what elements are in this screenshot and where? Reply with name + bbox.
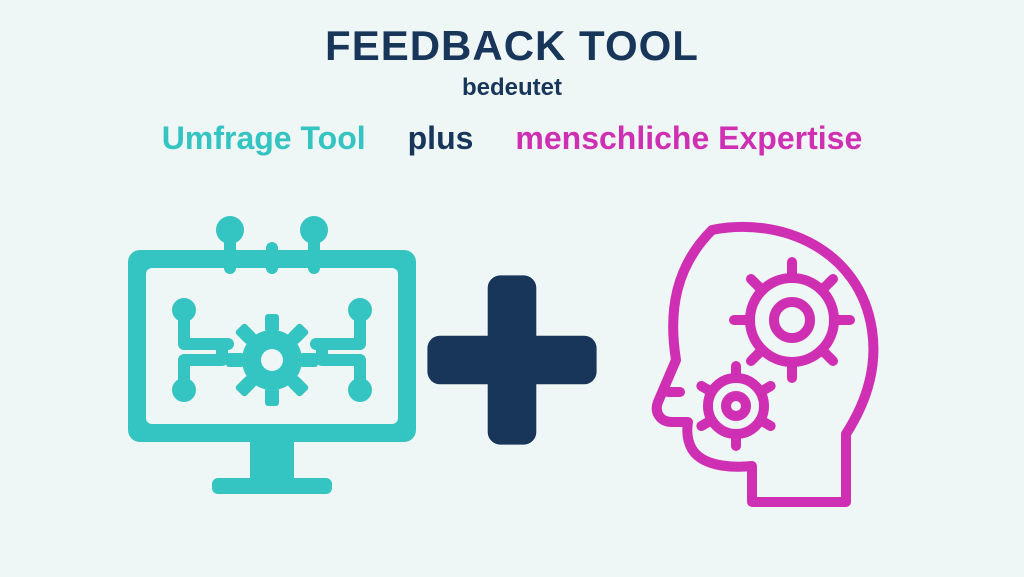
plus-icon — [422, 260, 602, 460]
page-subtitle: bedeutet — [0, 74, 1024, 102]
page-title: FEEDBACK TOOL — [0, 22, 1024, 70]
left-icon-slot — [122, 210, 422, 510]
columns-row: Umfrage Tool plus menschliche Expertise — [0, 120, 1024, 157]
right-icon-slot — [602, 210, 902, 510]
label-middle: plus — [408, 120, 474, 157]
computer-circuit-icon — [122, 210, 422, 510]
center-icon-slot — [422, 260, 602, 460]
label-left: Umfrage Tool — [162, 120, 366, 157]
head-gears-icon — [602, 210, 902, 510]
label-right: menschliche Expertise — [515, 120, 862, 157]
icons-row — [0, 180, 1024, 540]
